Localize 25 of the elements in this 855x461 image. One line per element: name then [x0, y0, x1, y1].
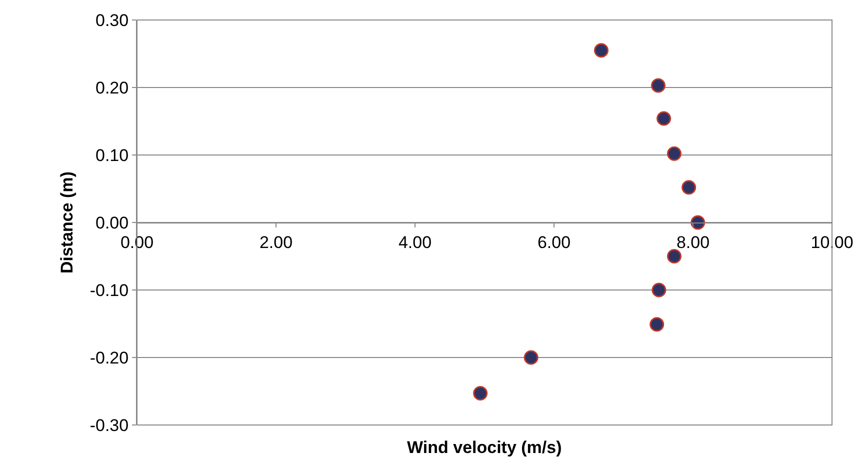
y-tick-label: -0.20: [90, 348, 129, 368]
point: [690, 215, 706, 230]
x-tick-label: 10.00: [810, 232, 854, 252]
point: [651, 78, 666, 93]
x-tick-label: 6.00: [537, 232, 571, 252]
x-tick-label: 4.00: [398, 232, 432, 252]
point: [666, 146, 682, 161]
y-tick-label: 0.30: [96, 10, 129, 30]
point: [656, 111, 672, 126]
y-tick-label: 0.20: [96, 78, 129, 98]
x-tick-label: 8.00: [676, 232, 710, 252]
y-tick-label: 0.00: [96, 213, 129, 232]
point: [666, 249, 682, 264]
y-tick-label: -0.30: [90, 416, 129, 435]
x-tick-label: 2.00: [259, 232, 293, 252]
y-tick-label: 0.10: [96, 146, 129, 165]
point: [682, 180, 696, 195]
point: [650, 317, 664, 332]
point: [473, 386, 488, 401]
y-axis-title: Distance (m): [57, 171, 76, 274]
point: [594, 43, 609, 58]
x-axis-title: Wind velocity (m/s): [407, 438, 562, 457]
y-tick-label: -0.10: [90, 280, 129, 300]
point: [524, 350, 538, 365]
point: [652, 282, 666, 298]
